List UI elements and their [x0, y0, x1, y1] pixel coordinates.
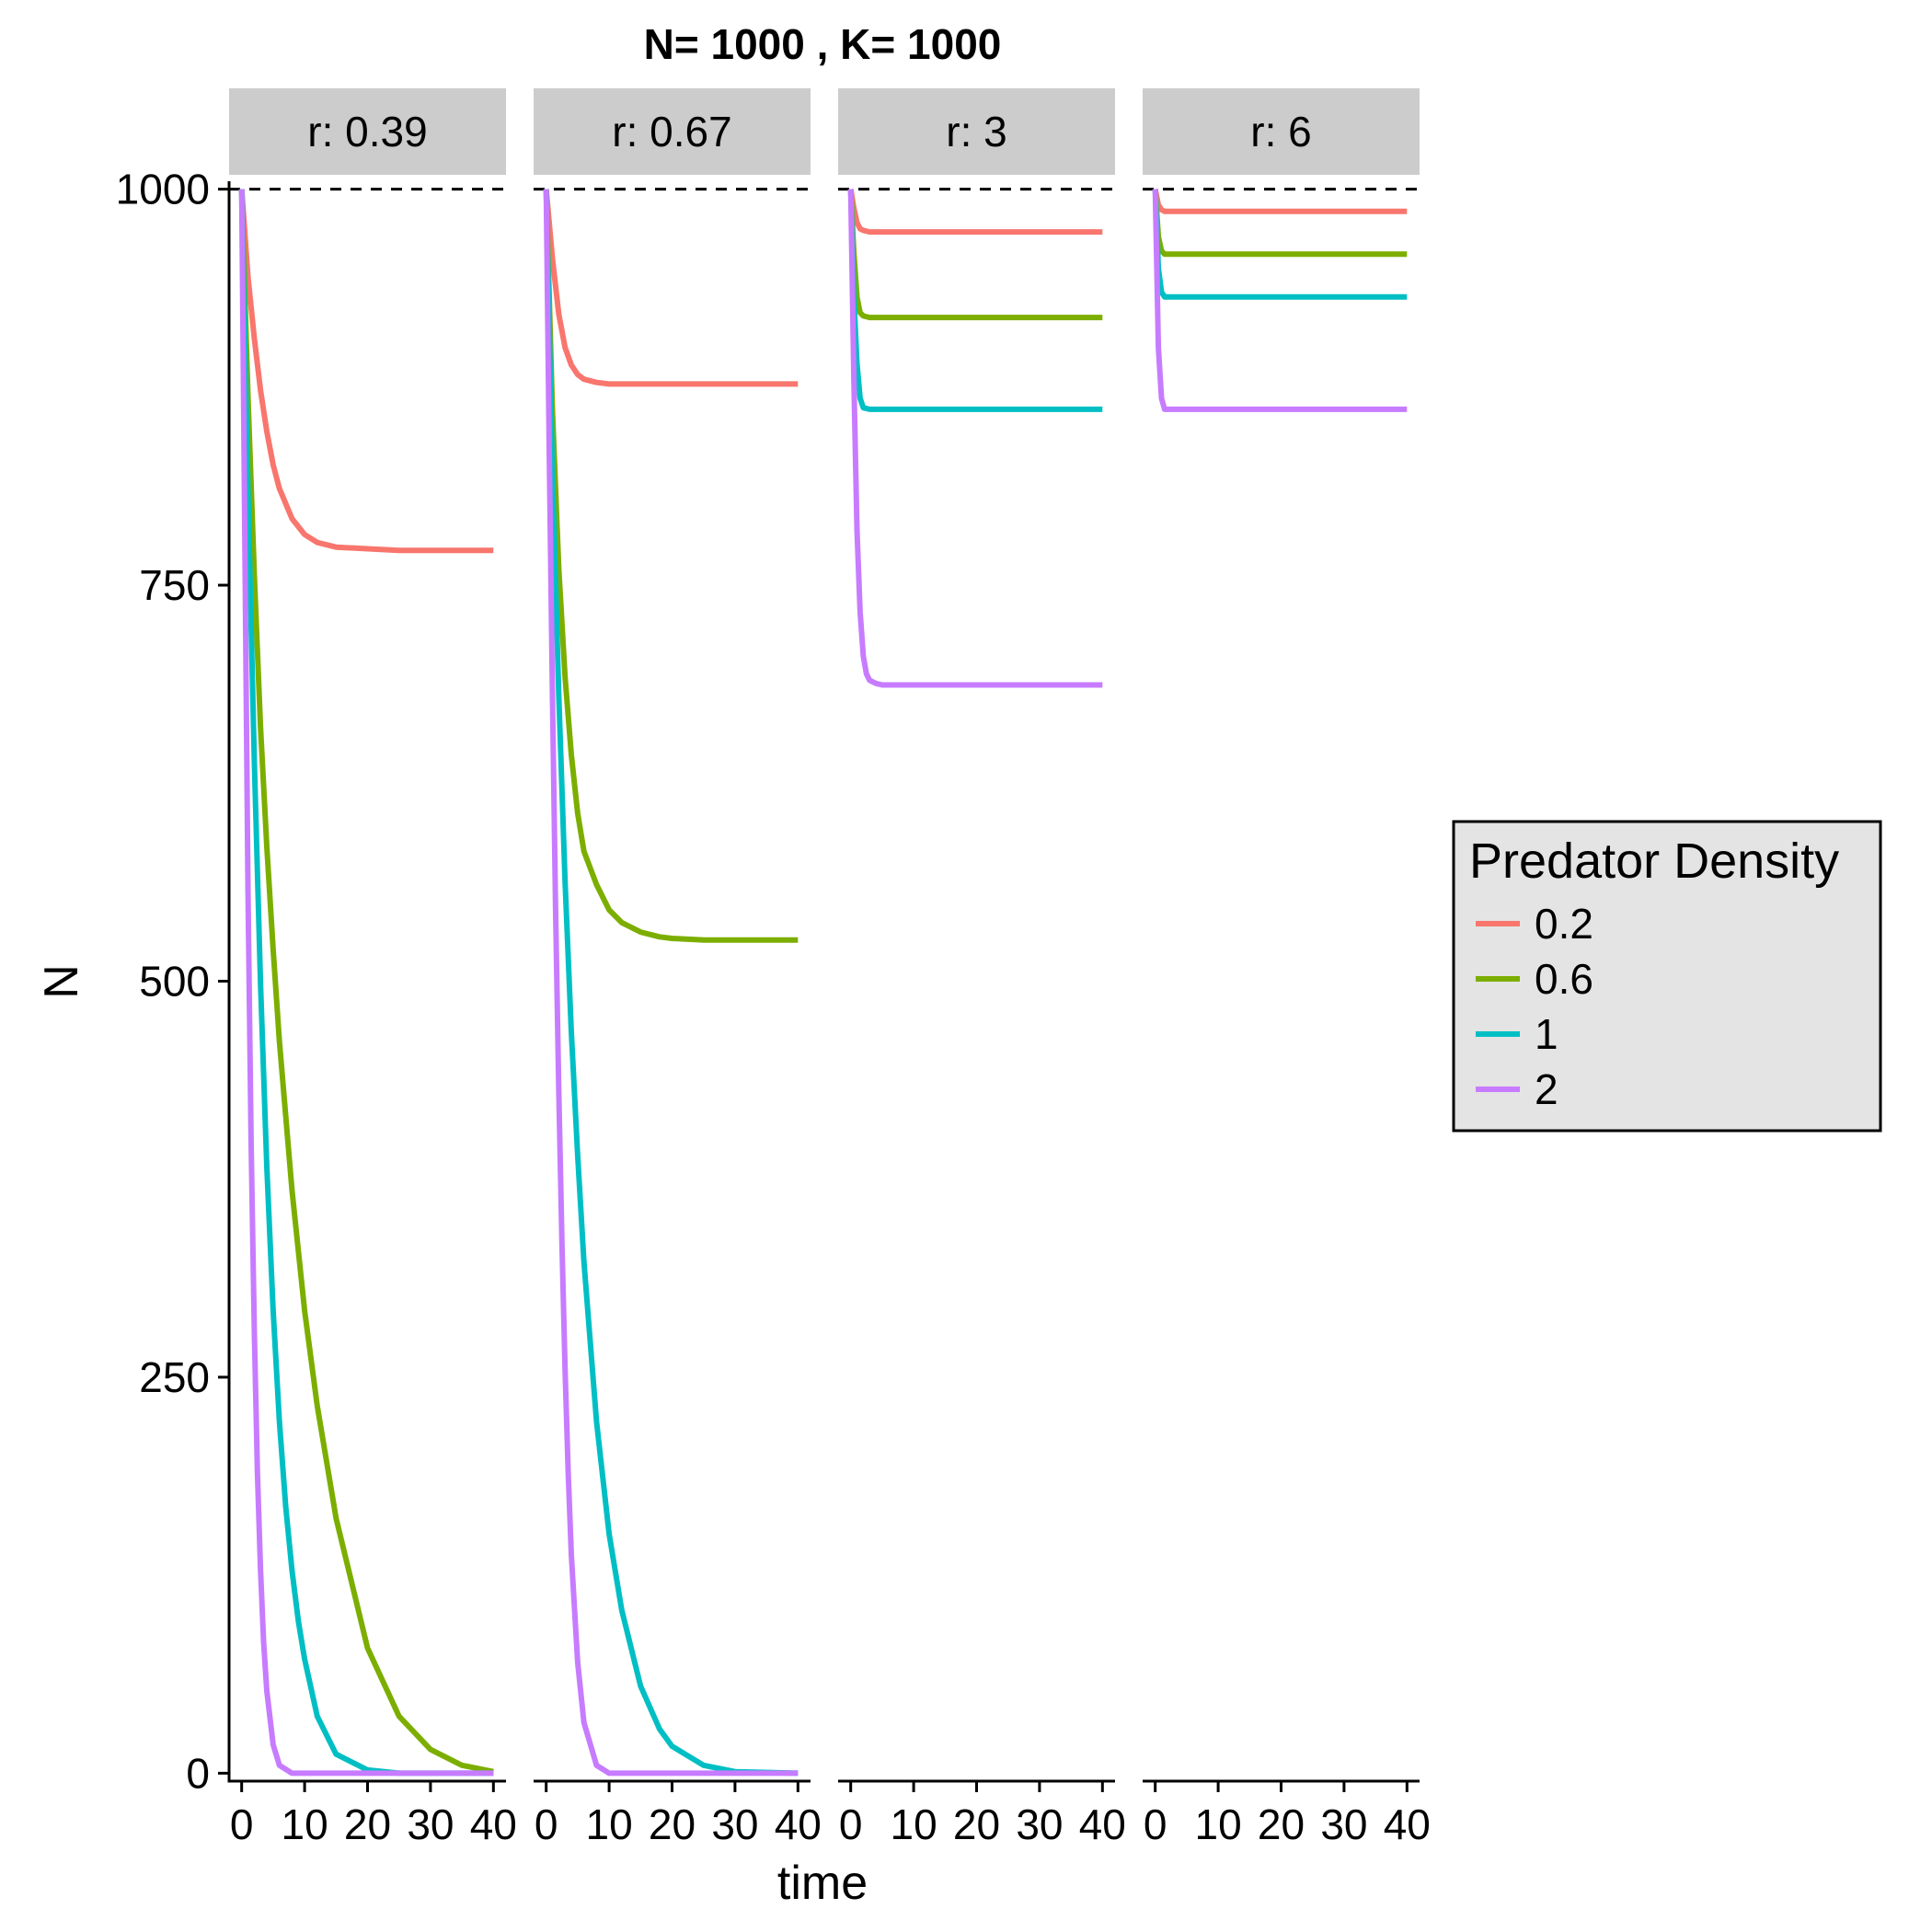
facet-panel: r: 0.67 0 10 20 30 40: [534, 88, 822, 1848]
x-tick-label: 0: [535, 1800, 558, 1848]
legend: Predator Density 0.2 0.6 1 2: [1452, 820, 1882, 1133]
y-tick-label: 1000: [116, 166, 210, 213]
facet-panels: r: 0.39 0 10 20 30 40 r: 0.67 0 10 20 30 40 r: 3 0 10 2…: [229, 88, 1431, 1848]
legend-box: [1452, 820, 1882, 1133]
series-line-1: [543, 189, 799, 1777]
facet-strip: [838, 88, 1115, 175]
legend-label: 0.6: [1535, 955, 1593, 1003]
series-line-0.6: [238, 189, 494, 1775]
legend-title: Predator Density: [1469, 834, 1839, 889]
series-line-1: [238, 189, 494, 1777]
x-tick-label: 30: [407, 1800, 454, 1848]
x-tick-label: 40: [1079, 1800, 1126, 1848]
facet-strip-label: r: 6: [1250, 108, 1311, 155]
y-tick-label: 0: [186, 1749, 210, 1797]
x-tick-label: 10: [891, 1800, 937, 1848]
x-tick-label: 30: [1016, 1800, 1063, 1848]
series-line-2: [543, 189, 799, 1777]
legend-label: 1: [1535, 1010, 1558, 1058]
legend-label: 0.2: [1535, 900, 1593, 948]
series-line-0.6: [1152, 189, 1408, 258]
y-tick-label: 500: [139, 958, 210, 1006]
legend-label: 2: [1535, 1065, 1558, 1113]
facet-panel: r: 6 0 10 20 30 40: [1143, 88, 1431, 1848]
x-tick-label: 10: [1195, 1800, 1242, 1848]
x-tick-label: 0: [1144, 1800, 1167, 1848]
x-tick-label: 40: [470, 1800, 517, 1848]
facet-strip: [1143, 88, 1420, 175]
series-line-0.2: [238, 189, 494, 554]
y-tick-label: 750: [139, 561, 210, 609]
x-tick-label: 0: [230, 1800, 254, 1848]
series-line-1: [847, 189, 1103, 412]
series-line-0.6: [543, 189, 799, 943]
x-tick-label: 10: [282, 1800, 328, 1848]
y-axis-title: N: [35, 964, 88, 999]
facet-panel: r: 0.39 0 10 20 30 40: [229, 88, 517, 1848]
series-line-0.2: [543, 189, 799, 387]
series-line-1: [1152, 189, 1408, 300]
x-tick-label: 30: [1320, 1800, 1367, 1848]
x-tick-label: 10: [586, 1800, 633, 1848]
y-axis: 0 250 500 750 1000: [116, 166, 231, 1797]
series-line-0.2: [1152, 189, 1408, 214]
chart-title: N= 1000 , K= 1000: [644, 20, 1002, 68]
series-line-2: [1152, 189, 1408, 412]
series-line-0.2: [847, 189, 1103, 236]
x-tick-label: 20: [953, 1800, 1000, 1848]
y-tick-label: 250: [139, 1353, 210, 1401]
x-tick-label: 20: [1258, 1800, 1305, 1848]
x-axis-title: time: [777, 1857, 868, 1910]
facet-strip: [229, 88, 506, 175]
legend-entries: 0.2 0.6 1 2: [1476, 900, 1593, 1113]
x-tick-label: 30: [711, 1800, 758, 1848]
facet-strip-label: r: 0.67: [612, 108, 731, 155]
facet-strip-label: r: 0.39: [307, 108, 427, 155]
facet-panel: r: 3 0 10 20 30 40: [838, 88, 1126, 1848]
series-line-0.6: [847, 189, 1103, 321]
series-line-2: [238, 189, 494, 1777]
facet-strip: [534, 88, 811, 175]
x-tick-label: 40: [775, 1800, 822, 1848]
x-tick-label: 0: [839, 1800, 863, 1848]
x-tick-label: 20: [649, 1800, 696, 1848]
x-tick-label: 20: [344, 1800, 391, 1848]
series-line-2: [847, 189, 1103, 688]
facet-strip-label: r: 3: [946, 108, 1006, 155]
x-tick-label: 40: [1384, 1800, 1431, 1848]
